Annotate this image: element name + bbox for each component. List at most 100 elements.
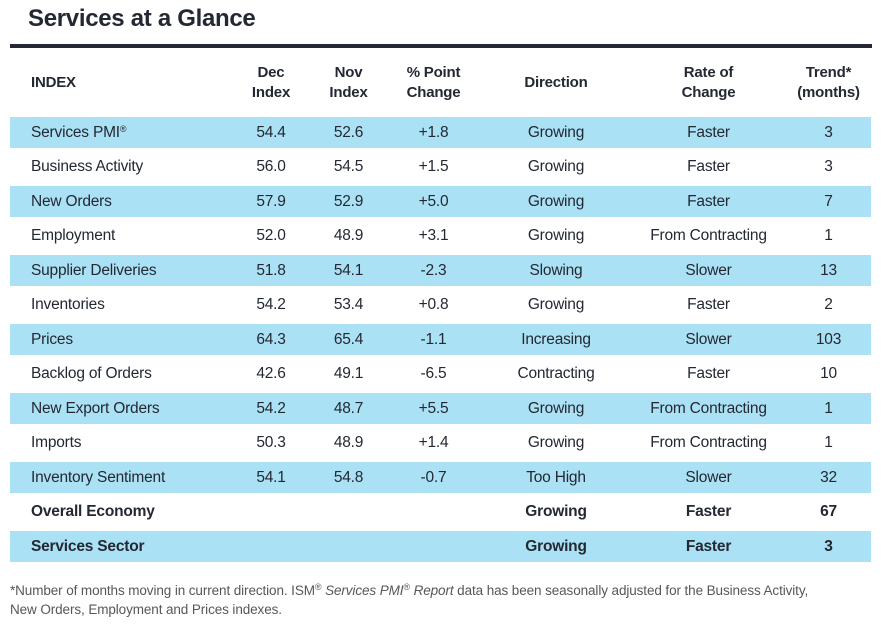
cell-direction: Growing xyxy=(527,227,585,244)
cell-nov-index: 54.8 xyxy=(333,468,364,486)
cell-index-name: New Export Orders xyxy=(31,399,160,417)
cell-trend: 7 xyxy=(824,192,833,210)
table-row: New Export Orders 54.2 48.7 +5.5 Growing From… xyxy=(10,393,871,424)
cell-index-name: Employment xyxy=(31,227,116,244)
cell-trend: 103 xyxy=(815,330,842,348)
page-title: Services at a Glance xyxy=(28,5,256,32)
cell-dec-index: 54.2 xyxy=(256,296,286,313)
table-row: Services Sector Growing Faster 3 xyxy=(10,531,871,562)
cell-nov-index: 54.1 xyxy=(333,261,364,279)
table-row: Imports 50.3 48.9 +1.4 Growing From Contracti… xyxy=(10,428,871,459)
table-row: Overall Economy Growing Faster 67 xyxy=(10,497,871,528)
header-col-trend-months: Trend* (months) xyxy=(797,63,860,101)
cell-nov-index: 53.4 xyxy=(333,296,364,313)
table-row: Inventories 54.2 53.4 +0.8 Growing Faster 2 xyxy=(10,290,871,321)
cell-point-change: +1.4 xyxy=(418,434,449,451)
cell-rate-of-change: Slower xyxy=(685,261,732,279)
table-row: Prices 64.3 65.4 -1.1 Increasing Slower 103 xyxy=(10,324,871,355)
cell-point-change: +0.8 xyxy=(418,296,449,313)
cell-direction: Growing xyxy=(527,158,585,175)
table-row: New Orders 57.9 52.9 +5.0 Growing Faster 7 xyxy=(10,186,871,217)
cell-index-name: Overall Economy xyxy=(31,503,155,520)
cell-point-change: -0.7 xyxy=(420,468,447,486)
cell-rate-of-change: Faster xyxy=(687,365,730,382)
cell-dec-index: 50.3 xyxy=(256,434,286,451)
services-glance-table: INDEX Dec Index Nov Index % Point Change… xyxy=(10,48,871,566)
cell-index-name: Prices xyxy=(31,330,73,348)
cell-rate-of-change: From Contracting xyxy=(650,434,767,451)
cell-direction: Slowing xyxy=(529,261,583,279)
cell-point-change: -1.1 xyxy=(420,330,447,348)
table-row: Services PMI® 54.4 52.6 +1.8 Growing Faster 3 xyxy=(10,117,871,148)
cell-direction: Increasing xyxy=(521,330,591,348)
cell-rate-of-change: Faster xyxy=(687,192,730,210)
cell-nov-index: 54.5 xyxy=(333,158,364,175)
cell-direction: Growing xyxy=(527,296,585,313)
cell-rate-of-change: Faster xyxy=(685,503,732,520)
cell-direction: Growing xyxy=(525,503,587,520)
cell-rate-of-change: Slower xyxy=(685,330,732,348)
table-header: INDEX Dec Index Nov Index % Point Change… xyxy=(10,48,871,117)
footnote: *Number of months moving in current dire… xyxy=(10,582,809,618)
cell-direction: Growing xyxy=(527,399,585,417)
cell-nov-index: 48.7 xyxy=(333,399,364,417)
cell-index-name: New Orders xyxy=(31,192,112,210)
cell-direction: Growing xyxy=(527,434,585,451)
cell-nov-index: 52.6 xyxy=(333,123,364,141)
header-col-dec-index: Dec Index xyxy=(251,63,291,101)
cell-trend: 3 xyxy=(824,123,833,141)
cell-point-change: +3.1 xyxy=(418,227,449,244)
cell-index-name: Services PMI® xyxy=(31,123,127,141)
cell-rate-of-change: Faster xyxy=(687,123,730,141)
cell-index-name: Services Sector xyxy=(31,537,145,555)
cell-point-change: +1.8 xyxy=(418,123,449,141)
cell-trend: 1 xyxy=(824,434,833,451)
cell-direction: Too High xyxy=(526,468,586,486)
cell-rate-of-change: Slower xyxy=(685,468,732,486)
header-col-nov-index: Nov Index xyxy=(329,63,368,101)
cell-rate-of-change: Faster xyxy=(687,158,730,175)
header-col-point-change: % Point Change xyxy=(406,63,461,101)
cell-index-name: Business Activity xyxy=(31,158,144,175)
cell-trend: 13 xyxy=(820,261,837,279)
cell-direction: Contracting xyxy=(517,365,595,382)
cell-trend: 10 xyxy=(820,365,837,382)
header-col-direction: Direction xyxy=(524,74,588,91)
cell-trend: 1 xyxy=(824,399,833,417)
table-row: Inventory Sentiment 54.1 54.8 -0.7 Too High S… xyxy=(10,462,871,493)
cell-point-change: -2.3 xyxy=(420,261,447,279)
table-row: Supplier Deliveries 51.8 54.1 -2.3 Slowing Sl… xyxy=(10,255,871,286)
cell-trend: 67 xyxy=(820,503,837,520)
table-body: Services PMI® 54.4 52.6 +1.8 Growing Faster 3 B… xyxy=(10,117,871,562)
cell-point-change: +1.5 xyxy=(418,158,449,175)
cell-index-name: Backlog of Orders xyxy=(31,365,152,382)
cell-point-change: +5.5 xyxy=(418,399,449,417)
cell-dec-index: 64.3 xyxy=(256,330,286,348)
cell-nov-index: 49.1 xyxy=(333,365,364,382)
table-row: Backlog of Orders 42.6 49.1 -6.5 Contracting… xyxy=(10,359,871,390)
cell-direction: Growing xyxy=(525,537,587,555)
cell-trend: 2 xyxy=(824,296,833,313)
cell-direction: Growing xyxy=(527,192,585,210)
cell-dec-index: 56.0 xyxy=(256,158,286,175)
cell-index-name: Supplier Deliveries xyxy=(31,261,157,279)
cell-dec-index: 42.6 xyxy=(256,365,286,382)
title-rule xyxy=(10,44,872,48)
cell-nov-index: 52.9 xyxy=(333,192,364,210)
cell-rate-of-change: From Contracting xyxy=(650,399,767,417)
cell-index-name: Inventories xyxy=(31,296,105,313)
table-row: Employment 52.0 48.9 +3.1 Growing From Contra… xyxy=(10,221,871,252)
cell-index-name: Inventory Sentiment xyxy=(31,468,166,486)
cell-rate-of-change: Faster xyxy=(685,537,732,555)
cell-trend: 32 xyxy=(820,468,837,486)
cell-rate-of-change: From Contracting xyxy=(650,227,767,244)
cell-trend: 3 xyxy=(824,158,833,175)
cell-dec-index: 52.0 xyxy=(256,227,286,244)
table-row: Business Activity 56.0 54.5 +1.5 Growing Fast… xyxy=(10,152,871,183)
cell-index-name: Imports xyxy=(31,434,82,451)
cell-point-change: +5.0 xyxy=(418,192,449,210)
cell-direction: Growing xyxy=(527,123,585,141)
cell-nov-index: 48.9 xyxy=(333,434,364,451)
cell-nov-index: 48.9 xyxy=(333,227,364,244)
cell-dec-index: 54.1 xyxy=(256,468,286,486)
